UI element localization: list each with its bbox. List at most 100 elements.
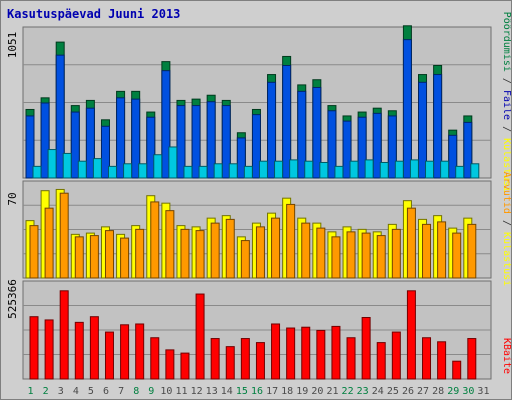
bar-faile-day-24 — [372, 112, 382, 179]
bar-faile-day-2 — [40, 102, 50, 179]
bar-k-lastusi-day-11 — [183, 165, 193, 179]
bar-faile-day-5 — [85, 107, 95, 179]
bar-faile-day-29 — [448, 134, 458, 179]
bar-kbaite-day-14 — [225, 346, 235, 380]
bar-arvutid-day-16 — [255, 226, 265, 279]
bar-faile-day-18 — [282, 65, 292, 179]
bar-faile-day-10 — [161, 70, 171, 179]
bar-arvutid-day-7 — [120, 237, 130, 279]
bar-arvutid-day-26 — [406, 207, 416, 279]
bar-faile-day-30 — [463, 121, 473, 179]
day-label-28: 28 — [432, 386, 444, 397]
day-label-17: 17 — [266, 386, 278, 397]
y-max-label-2: 70 — [6, 192, 19, 205]
y-max-label-1: 1051 — [6, 32, 19, 59]
bar-faile-day-9 — [146, 116, 156, 179]
bar-faile-day-11 — [176, 105, 186, 179]
bar-kbaite-day-30 — [467, 338, 477, 380]
bar-k-lastusi-day-29 — [455, 165, 465, 179]
bar-kbaite-day-23 — [361, 317, 371, 380]
bar-faile-day-25 — [387, 115, 397, 179]
bar-k-lastusi-day-4 — [77, 160, 87, 179]
bar-arvutid-day-28 — [437, 221, 447, 279]
bar-kbaite-day-7 — [120, 324, 130, 380]
bar-arvutid-day-18 — [286, 203, 296, 279]
bar-kbaite-day-18 — [286, 327, 296, 380]
bar-k-lastusi-day-5 — [92, 158, 102, 179]
bar-faile-day-6 — [100, 125, 110, 179]
bar-faile-day-16 — [251, 114, 261, 179]
bar-k-lastusi-day-18 — [289, 159, 299, 179]
bar-faile-day-17 — [267, 81, 277, 179]
bar-k-lastusi-day-7 — [123, 163, 133, 179]
bar-arvutid-day-24 — [376, 235, 386, 279]
bar-k-lastusi-day-17 — [274, 160, 284, 179]
bar-arvutid-day-4 — [74, 236, 84, 279]
legend-1: Pöördumisi / Faile / Külastusi — [501, 12, 511, 193]
bar-kbaite-day-27 — [422, 337, 432, 380]
bar-faile-day-8 — [131, 98, 141, 179]
day-label-26: 26 — [402, 386, 414, 397]
bar-kbaite-day-5 — [89, 316, 99, 380]
bar-kbaite-day-11 — [180, 352, 190, 380]
bar-k-lastusi-day-19 — [304, 160, 314, 179]
bar-arvutid-day-11 — [180, 228, 190, 279]
bar-arvutid-day-13 — [210, 222, 220, 279]
day-label-6: 6 — [103, 386, 109, 397]
bar-k-lastusi-day-15 — [243, 165, 253, 179]
bar-faile-day-7 — [116, 97, 126, 179]
bar-faile-day-4 — [70, 111, 80, 179]
bar-k-lastusi-day-1 — [32, 165, 42, 179]
bar-faile-day-19 — [297, 90, 307, 179]
bar-faile-day-14 — [221, 105, 231, 179]
bar-kbaite-day-25 — [391, 331, 401, 380]
bar-arvutid-day-27 — [422, 223, 432, 279]
bar-kbaite-day-3 — [59, 290, 69, 380]
bar-k-lastusi-day-27 — [425, 160, 435, 179]
legend-2: Arvutid / Külastusi — [501, 172, 511, 286]
day-label-4: 4 — [73, 386, 79, 397]
bar-k-lastusi-day-24 — [379, 161, 389, 179]
legend-separator: / — [501, 72, 511, 90]
bar-kbaite-day-1 — [29, 316, 39, 380]
bar-kbaite-day-28 — [437, 341, 447, 380]
bar-faile-day-20 — [312, 86, 322, 179]
bar-kbaite-day-24 — [376, 342, 386, 380]
day-label-7: 7 — [118, 386, 124, 397]
bar-kbaite-day-4 — [74, 321, 84, 380]
bar-arvutid-day-14 — [225, 218, 235, 279]
day-label-19: 19 — [296, 386, 308, 397]
legend-separator: / — [501, 120, 511, 138]
day-label-11: 11 — [175, 386, 187, 397]
bar-faile-day-27 — [418, 81, 428, 179]
bar-arvutid-day-29 — [452, 232, 462, 279]
bar-kbaite-day-13 — [210, 338, 220, 380]
bar-k-lastusi-day-10 — [168, 146, 178, 179]
bar-k-lastusi-day-8 — [138, 163, 148, 179]
bar-arvutid-day-5 — [89, 235, 99, 279]
bar-k-lastusi-day-30 — [470, 163, 480, 179]
bar-arvutid-day-21 — [331, 236, 341, 279]
bar-kbaite-day-2 — [44, 319, 54, 380]
bar-kbaite-day-16 — [255, 342, 265, 380]
day-label-5: 5 — [88, 386, 94, 397]
bar-k-lastusi-day-13 — [213, 163, 223, 179]
bar-kbaite-day-6 — [104, 331, 114, 380]
day-label-10: 10 — [160, 386, 172, 397]
legend-entry: Külastusi — [501, 232, 511, 286]
bar-faile-day-21 — [327, 110, 337, 179]
day-label-21: 21 — [326, 386, 338, 397]
bar-kbaite-day-20 — [316, 329, 326, 380]
bar-arvutid-day-19 — [301, 222, 311, 279]
bar-faile-day-1 — [25, 115, 35, 179]
bar-kbaite-day-17 — [271, 323, 281, 380]
legend-3: KBaite — [501, 338, 511, 374]
bar-k-lastusi-day-12 — [198, 165, 208, 179]
bar-faile-day-12 — [191, 105, 201, 179]
day-label-29: 29 — [447, 386, 459, 397]
bar-kbaite-day-29 — [452, 360, 462, 380]
bar-k-lastusi-day-25 — [394, 160, 404, 179]
y-max-label-3: 525366 — [6, 279, 19, 319]
bar-arvutid-day-23 — [361, 232, 371, 279]
